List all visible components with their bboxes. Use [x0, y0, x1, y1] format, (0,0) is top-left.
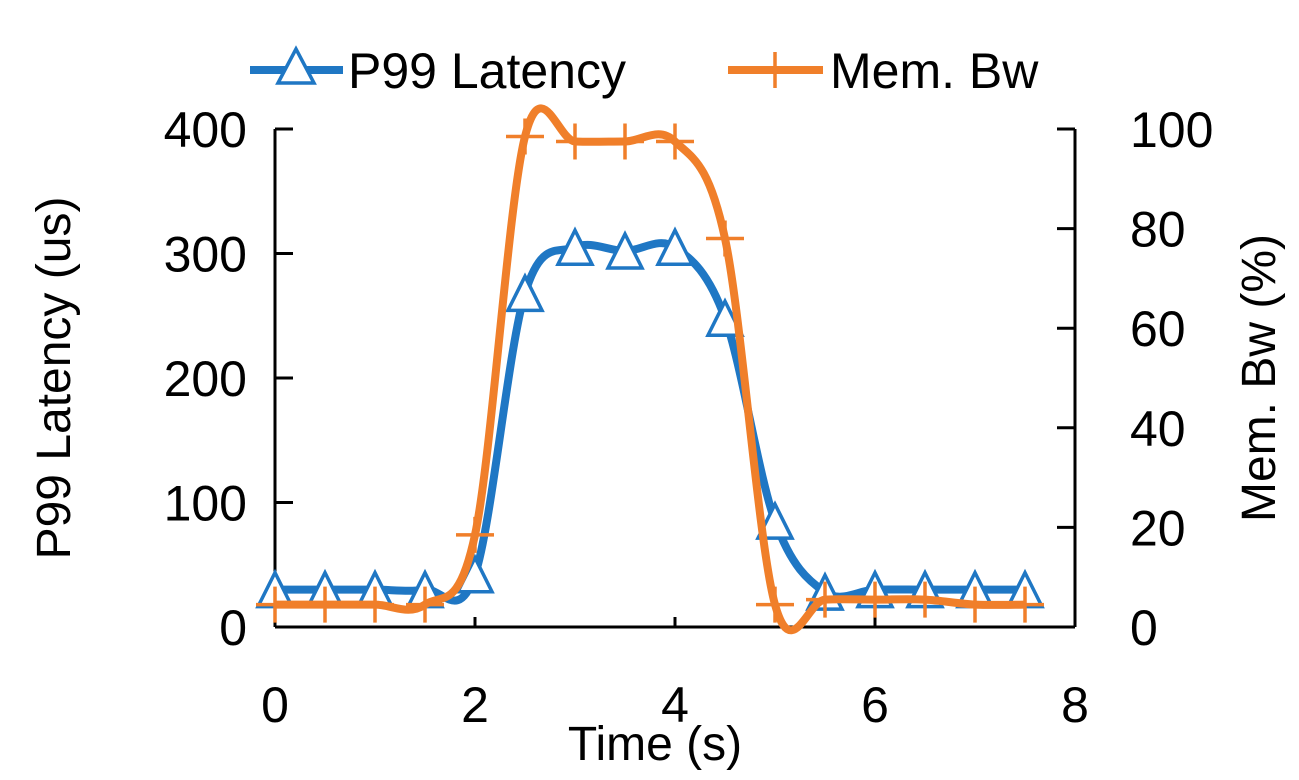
- x-axis-title: Time (s): [568, 718, 742, 771]
- legend-item-latency: P99 Latency: [250, 43, 626, 99]
- x-tick-label: 4: [661, 677, 689, 733]
- series-line: [275, 239, 1025, 605]
- y-left-tick-label: 400: [164, 102, 247, 158]
- data-point-plus: [1006, 586, 1044, 623]
- data-point-plus: [706, 220, 744, 257]
- data-point-plus: [806, 581, 844, 618]
- data-point-plus: [906, 581, 944, 618]
- y-right-tick-label: 60: [1130, 301, 1186, 357]
- data-point-plus: [656, 123, 694, 160]
- legend-latency-marker-icon: [275, 45, 317, 85]
- data-point-triangle: [555, 226, 595, 267]
- legend-label-membw: Mem. Bw: [830, 43, 1039, 99]
- y-right-tick-label: 80: [1130, 202, 1186, 258]
- y-axis-left-title: P99 Latency (us): [28, 197, 81, 560]
- y-left-tick-label: 300: [164, 227, 247, 283]
- series: [255, 104, 1045, 635]
- y-left-tick-label: 0: [219, 600, 247, 656]
- y-axis-right-title: Mem. Bw (%): [1233, 234, 1286, 522]
- data-point-plus: [356, 586, 394, 623]
- y-left-tick-label: 200: [164, 351, 247, 407]
- data-point-triangle: [605, 230, 645, 270]
- y-right-tick-label: 0: [1130, 600, 1158, 656]
- ticks: [273, 127, 1077, 629]
- data-point-plus: [856, 581, 894, 618]
- data-point-plus: [606, 123, 644, 160]
- legend-label-latency: P99 Latency: [348, 43, 626, 99]
- y-right-tick-label: 20: [1130, 500, 1186, 556]
- data-point-plus: [256, 586, 294, 623]
- x-tick-label: 8: [1061, 677, 1089, 733]
- y-right-tick-label: 100: [1130, 102, 1213, 158]
- legend: P99 Latency Mem. Bw: [250, 43, 1039, 99]
- legend-membw-marker-icon: [756, 52, 794, 88]
- x-tick-label: 6: [861, 677, 889, 733]
- data-point-plus: [506, 118, 544, 155]
- data-point-plus: [406, 586, 444, 623]
- data-point-plus: [556, 123, 594, 160]
- y-left-tick-label: 100: [164, 476, 247, 532]
- series-line: [275, 104, 1026, 635]
- data-point-plus: [756, 586, 794, 623]
- series-p99-latency: [255, 226, 1045, 611]
- data-point-plus: [306, 586, 344, 623]
- legend-item-membw: Mem. Bw: [728, 43, 1039, 99]
- y-right-tick-label: 40: [1130, 401, 1186, 457]
- axes: [273, 129, 1077, 629]
- data-point-plus: [456, 516, 494, 553]
- series-mem-bw: [256, 104, 1044, 635]
- data-point-plus: [956, 586, 994, 623]
- x-tick-label: 2: [461, 677, 489, 733]
- data-point-triangle: [655, 226, 695, 267]
- data-point-triangle: [755, 500, 795, 540]
- data-point-triangle: [505, 272, 545, 313]
- x-tick-label: 0: [261, 677, 289, 733]
